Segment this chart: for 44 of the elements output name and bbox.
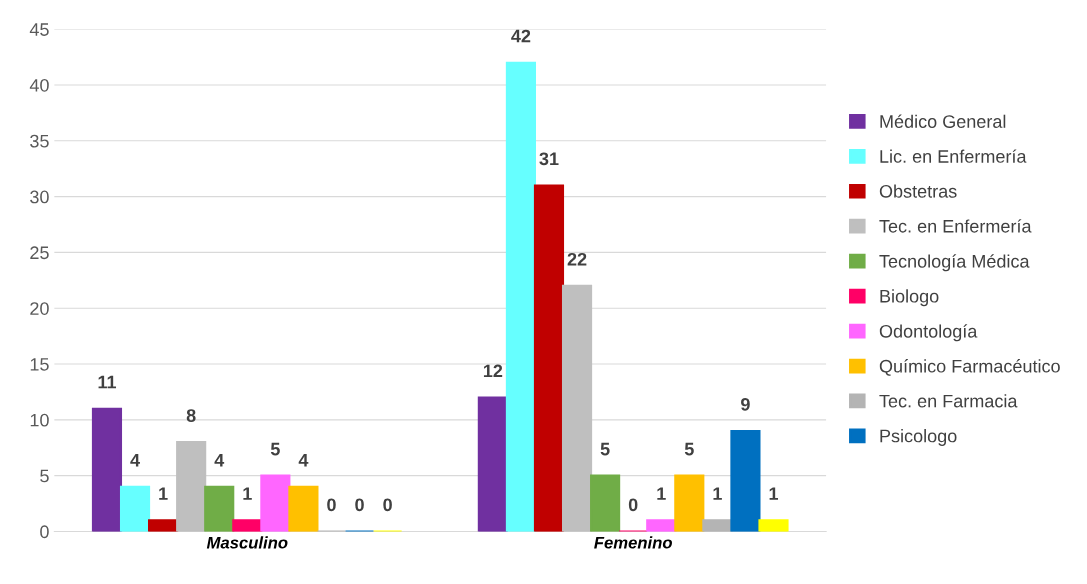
legend-label: Biologo bbox=[880, 289, 939, 307]
y-tick-label: 45 bbox=[29, 23, 49, 36]
y-tick-label: 40 bbox=[29, 78, 49, 92]
data-label: 1 bbox=[769, 487, 779, 500]
y-tick-label: 15 bbox=[30, 358, 49, 371]
legend-label: Tec. en Farmacia bbox=[879, 394, 1018, 408]
data-label: 12 bbox=[483, 364, 503, 378]
y-tick-label: 35 bbox=[30, 134, 49, 148]
legend-label: Obstetras bbox=[879, 184, 957, 198]
y-tick-label: 25 bbox=[30, 246, 49, 260]
data-label: 5 bbox=[600, 442, 610, 456]
y-tick-label: 10 bbox=[30, 413, 49, 427]
data-label: 4 bbox=[298, 453, 309, 467]
y-tick-label: 5 bbox=[40, 469, 49, 483]
data-label: 11 bbox=[98, 375, 117, 389]
data-label: 4 bbox=[130, 453, 140, 467]
data-label: 22 bbox=[567, 252, 587, 266]
data-label: 1 bbox=[713, 487, 722, 500]
data-label: 42 bbox=[511, 29, 531, 43]
legend-label: Tec. en Enfermería bbox=[879, 219, 1032, 233]
data-label: 0 bbox=[628, 498, 638, 512]
legend-label: Químico Farmacéutico bbox=[879, 359, 1060, 376]
data-label: 0 bbox=[327, 498, 336, 512]
data-label: 5 bbox=[684, 442, 694, 456]
y-tick-label: 0 bbox=[40, 525, 49, 539]
data-label: 1 bbox=[657, 487, 666, 500]
data-label: 1 bbox=[159, 487, 168, 500]
data-label: 1 bbox=[243, 487, 252, 500]
legend-label: Odontología bbox=[879, 324, 978, 342]
data-label: 8 bbox=[186, 409, 196, 422]
data-label: 4 bbox=[214, 453, 225, 467]
legend-label: Lic. en Enfermería bbox=[880, 149, 1027, 163]
data-label: 0 bbox=[355, 498, 364, 512]
x-tick-label: Femenino bbox=[594, 536, 672, 549]
legend-label: Psicologo bbox=[880, 429, 957, 446]
y-tick-label: 30 bbox=[30, 190, 49, 204]
legend-label: Médico General bbox=[880, 114, 1006, 128]
data-label: 5 bbox=[270, 442, 280, 456]
y-tick-label: 20 bbox=[30, 302, 49, 315]
data-label: 9 bbox=[741, 397, 750, 411]
data-label: 0 bbox=[383, 498, 392, 512]
data-label: 31 bbox=[539, 152, 559, 166]
x-tick-label: Masculino bbox=[206, 536, 288, 549]
legend-label: Tecnología Médica bbox=[879, 254, 1030, 272]
